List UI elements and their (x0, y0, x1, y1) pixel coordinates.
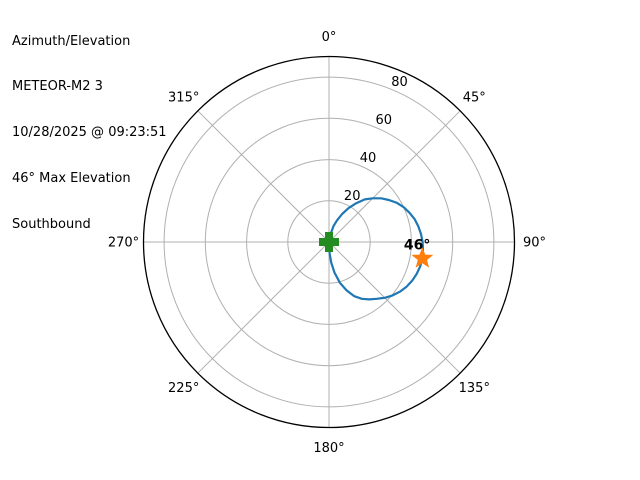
pass-timestamp: 10/28/2025 @ 09:23:51 (12, 125, 167, 141)
azimuth-spoke-135 (328, 241, 461, 374)
azimuth-spoke-45 (328, 110, 461, 243)
horizon-outline-circle (142, 55, 516, 429)
elevation-ring-60 (204, 117, 454, 367)
azimuth-spoke-315 (197, 110, 330, 243)
elevation-ring-80 (163, 76, 495, 408)
elevation-ring-20 (287, 200, 371, 284)
azimuth-tick-label-315: 315° (168, 90, 199, 105)
azimuth-tick-label-0: 0° (322, 30, 337, 45)
elevation-tick-label-40: 40 (360, 151, 377, 166)
azimuth-tick-label-180: 180° (313, 441, 344, 456)
azimuth-tick-label-225: 225° (168, 381, 199, 396)
pass-direction: Southbound (12, 217, 91, 233)
elevation-tick-label-60: 60 (376, 113, 393, 128)
azimuth-spoke-225 (197, 241, 330, 374)
azimuth-tick-label-90: 90° (523, 236, 546, 251)
elevation-tick-label-20: 20 (344, 189, 361, 204)
max-elevation-annotation: 46° (404, 238, 430, 254)
azimuth-tick-label-45: 45° (463, 90, 486, 105)
max-elevation-text: 46° Max Elevation (12, 171, 131, 187)
elevation-tick-label-80: 80 (391, 75, 408, 90)
azimuth-tick-label-270: 270° (108, 236, 139, 251)
max-elevation-marker (411, 247, 434, 268)
track-endpoints-marker (319, 232, 339, 252)
elevation-ring-40 (246, 159, 412, 325)
satellite-name: METEOR-M2 3 (12, 79, 103, 95)
azimuth-tick-label-135: 135° (459, 381, 490, 396)
plot-title: Azimuth/Elevation (12, 33, 131, 49)
pass-info-panel: Azimuth/Elevation METEOR-M2 3 10/28/2025… (12, 3, 167, 263)
